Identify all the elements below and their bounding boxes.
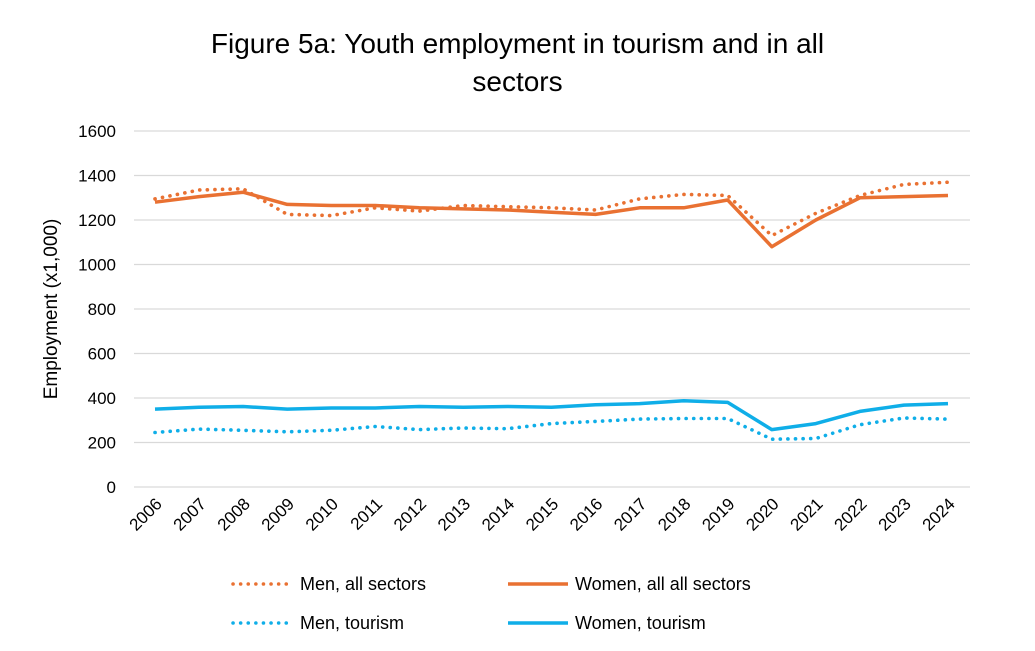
x-tick-label: 2013 [434, 494, 474, 534]
series-line-1 [153, 180, 950, 238]
legend-label: Women, tourism [575, 613, 706, 633]
y-tick-label: 1000 [78, 256, 116, 275]
y-tick-label: 400 [88, 389, 116, 408]
y-tick-label: 800 [88, 300, 116, 319]
x-tick-label: 2015 [522, 494, 562, 534]
x-tick-label: 2022 [831, 494, 871, 534]
legend-label: Men, tourism [300, 613, 404, 633]
y-axis-label: Employment (x1,000) [41, 219, 62, 400]
x-tick-label: 2014 [478, 494, 518, 534]
y-tick-label: 600 [88, 345, 116, 364]
x-tick-label: 2021 [786, 494, 826, 534]
y-tick-label: 1400 [78, 167, 116, 186]
gridlines [134, 130, 970, 488]
legend-label: Women, all all sectors [575, 574, 751, 594]
x-tick-label: 2019 [698, 494, 738, 534]
x-tick-label: 2008 [214, 494, 254, 534]
x-axis-ticks: 2006 2007 2008 2009 2010 2011 2012 2013 2014 2015… [126, 494, 959, 534]
x-tick-label: 2011 [347, 494, 386, 533]
x-tick-label: 2006 [126, 494, 166, 534]
x-tick-label: 2009 [258, 494, 298, 534]
y-axis-ticks: 0 200 400 600 800 1000 1200 1400 1600 [78, 122, 116, 497]
x-tick-label: 2020 [742, 494, 782, 534]
y-tick-label: 0 [107, 478, 116, 497]
chart-title-line-1: Figure 5a: Youth employment in tourism a… [210, 28, 825, 59]
x-tick-label: 2018 [654, 494, 694, 534]
series-line-4 [154, 398, 949, 432]
y-tick-label: 200 [88, 434, 116, 453]
x-tick-label: 2012 [390, 494, 430, 534]
series-lines [153, 180, 950, 442]
y-tick-label: 1600 [78, 122, 116, 141]
x-tick-label: 2024 [919, 494, 959, 534]
x-tick-label: 2010 [302, 494, 342, 534]
x-tick-label: 2023 [875, 494, 915, 534]
x-tick-label: 2007 [170, 494, 210, 534]
chart-title: Figure 5a: Youth employment in tourism a… [0, 25, 1035, 101]
series-line-2 [154, 190, 949, 249]
x-tick-label: 2016 [566, 494, 606, 534]
chart-title-line-2: sectors [472, 66, 563, 97]
legend-label: Men, all sectors [300, 574, 426, 594]
y-tick-label: 1200 [78, 211, 116, 230]
x-tick-label: 2017 [610, 494, 650, 534]
legend: Men, all sectors Women, all all sectors Me… [231, 574, 751, 633]
